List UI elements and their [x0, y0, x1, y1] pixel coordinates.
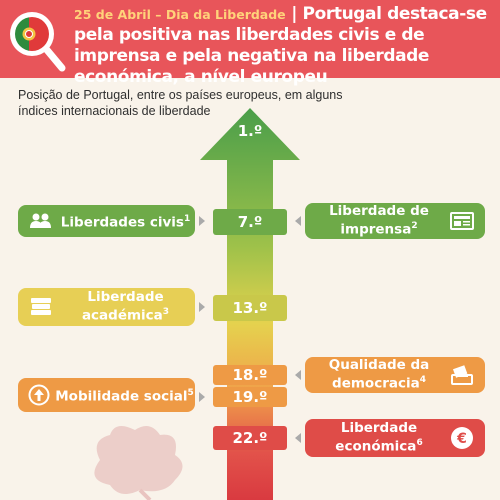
index-liberdade-imprensa: Liberdade de imprensa2	[305, 203, 485, 239]
index-label: Liberdades civis	[60, 214, 184, 231]
ballot-box-icon	[447, 365, 477, 385]
header-banner: 25 de Abril – Dia da Liberdade | Portuga…	[0, 0, 500, 87]
index-liberdade-economica: Liberdade económica6 €	[305, 419, 485, 457]
rank-box: 7.º	[213, 209, 287, 235]
rank-box: 13.º	[213, 295, 287, 321]
magnifier-flag-icon	[10, 12, 66, 72]
index-mobilidade-social: Mobilidade social5	[18, 378, 195, 412]
svg-text:€: €	[456, 431, 467, 447]
headline: 25 de Abril – Dia da Liberdade | Portuga…	[74, 4, 496, 88]
index-liberdade-academica: Liberdade académica3	[18, 288, 195, 326]
index-footnote: 2	[411, 221, 418, 232]
index-label: Qualidade da democracia	[328, 357, 430, 392]
index-footnote: 3	[162, 307, 170, 318]
euro-icon: €	[447, 426, 477, 450]
headline-separator: |	[285, 4, 303, 24]
pointer-arrow	[295, 216, 301, 226]
pointer-arrow	[199, 392, 205, 402]
books-icon	[26, 297, 56, 317]
rank-box: 18.º	[213, 365, 287, 385]
pointer-arrow	[199, 216, 205, 226]
index-footnote: 4	[419, 375, 426, 386]
top-rank-label: 1.º	[237, 122, 263, 140]
index-qualidade-democracia: Qualidade da democracia4	[305, 357, 485, 393]
pointer-arrow	[295, 370, 301, 380]
people-icon	[26, 213, 56, 229]
pointer-arrow	[199, 302, 205, 312]
rank-box: 22.º	[213, 426, 287, 450]
rank-box: 19.º	[213, 387, 287, 407]
pointer-arrow	[295, 433, 301, 443]
index-label: Liberdade académica	[81, 289, 164, 324]
newspaper-icon	[447, 211, 477, 231]
index-label: Mobilidade social	[55, 388, 188, 405]
headline-title: Portugal destaca-se pela positiva nas li…	[74, 4, 487, 87]
index-label: Liberdade económica	[335, 420, 418, 455]
index-label: Liberdade de imprensa	[329, 203, 429, 238]
carnation-decoration-icon	[94, 426, 183, 500]
index-footnote: 1	[183, 213, 191, 224]
headline-kicker: 25 de Abril – Dia da Liberdade	[74, 7, 286, 22]
index-liberdades-civis: Liberdades civis1	[18, 205, 195, 237]
subtitle: Posição de Portugal, entre os países eur…	[18, 88, 343, 118]
index-footnote: 5	[187, 387, 194, 398]
index-footnote: 6	[416, 438, 423, 449]
arrow-up-circle-icon	[24, 384, 54, 406]
